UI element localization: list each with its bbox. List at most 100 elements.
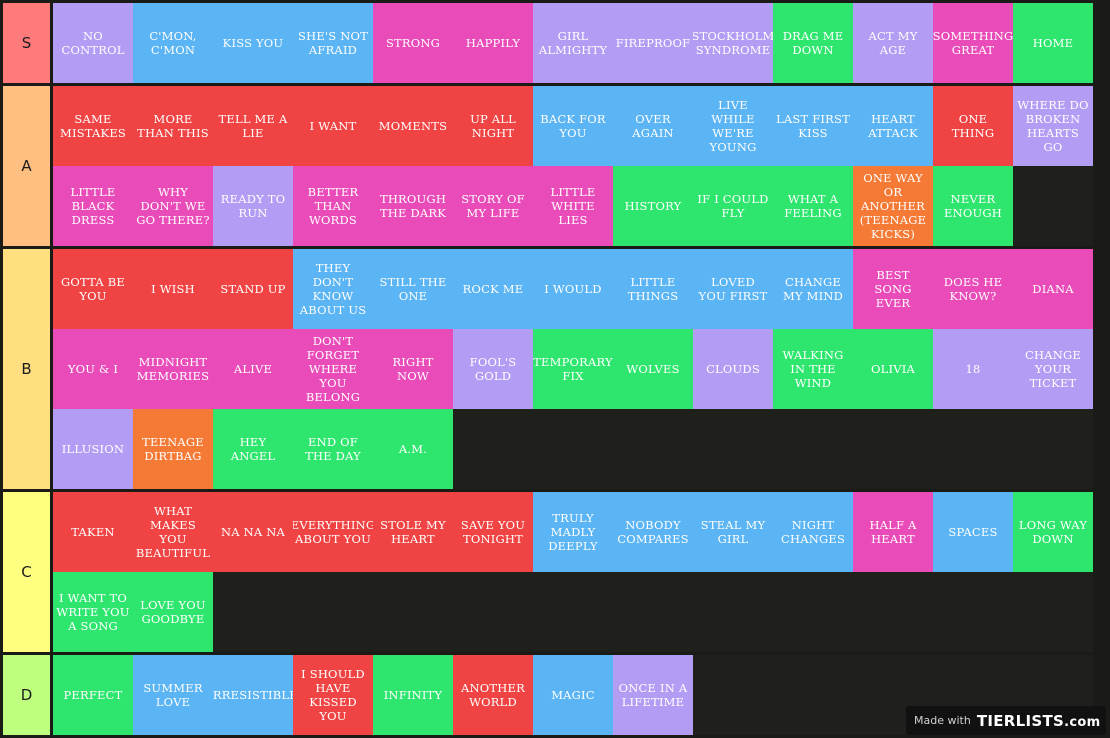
- tier-item[interactable]: I WANT TO WRITE YOU A SONG: [53, 572, 133, 652]
- tier-item[interactable]: THEY DON'T KNOW ABOUT US: [293, 249, 373, 329]
- tier-item[interactable]: GOTTA BE YOU: [53, 249, 133, 329]
- tier-item[interactable]: STRONG: [373, 3, 453, 83]
- tier-item[interactable]: ACT MY AGE: [853, 3, 933, 83]
- tier-item[interactable]: IRRESISTIBLE: [213, 655, 293, 735]
- tier-item[interactable]: ALIVE: [213, 329, 293, 409]
- tier-item[interactable]: THROUGH THE DARK: [373, 166, 453, 246]
- tier-item[interactable]: TELL ME A LIE: [213, 86, 293, 166]
- tier-item[interactable]: INFINITY: [373, 655, 453, 735]
- tier-item[interactable]: C'MON, C'MON: [133, 3, 213, 83]
- tier-item[interactable]: I SHOULD HAVE KISSED YOU: [293, 655, 373, 735]
- tier-item[interactable]: TEENAGE DIRTBAG: [133, 409, 213, 489]
- tier-item[interactable]: WOLVES: [613, 329, 693, 409]
- tier-item[interactable]: I WANT: [293, 86, 373, 166]
- tier-item[interactable]: STOLE MY HEART: [373, 492, 453, 572]
- tier-item[interactable]: ILLUSION: [53, 409, 133, 489]
- tier-item[interactable]: CHANGE YOUR TICKET: [1013, 329, 1093, 409]
- tier-item[interactable]: NOBODY COMPARES: [613, 492, 693, 572]
- tier-item[interactable]: STAND UP: [213, 249, 293, 329]
- tier-label-s[interactable]: S: [3, 3, 50, 83]
- tier-item[interactable]: ONCE IN A LIFETIME: [613, 655, 693, 735]
- tier-item[interactable]: WHERE DO BROKEN HEARTS GO: [1013, 86, 1093, 166]
- tier-label-c[interactable]: C: [3, 492, 50, 652]
- tier-item[interactable]: LITTLE THINGS: [613, 249, 693, 329]
- tier-item[interactable]: SAME MISTAKES: [53, 86, 133, 166]
- tier-item[interactable]: SOMETHING GREAT: [933, 3, 1013, 83]
- tier-item[interactable]: FOOL'S GOLD: [453, 329, 533, 409]
- tier-item[interactable]: SUMMER LOVE: [133, 655, 213, 735]
- tier-item[interactable]: HOME: [1013, 3, 1093, 83]
- tier-item[interactable]: HEY ANGEL: [213, 409, 293, 489]
- tier-item[interactable]: LITTLE WHITE LIES: [533, 166, 613, 246]
- tier-item[interactable]: READY TO RUN: [213, 166, 293, 246]
- tier-item[interactable]: SHE'S NOT AFRAID: [293, 3, 373, 83]
- tier-item[interactable]: ONE THING: [933, 86, 1013, 166]
- tier-item[interactable]: SAVE YOU TONIGHT: [453, 492, 533, 572]
- tier-item[interactable]: LOVED YOU FIRST: [693, 249, 773, 329]
- tier-item[interactable]: PERFECT: [53, 655, 133, 735]
- tier-item[interactable]: YOU & I: [53, 329, 133, 409]
- tier-item[interactable]: CHANGE MY MIND: [773, 249, 853, 329]
- tier-item[interactable]: HEART ATTACK: [853, 86, 933, 166]
- tier-item[interactable]: STILL THE ONE: [373, 249, 453, 329]
- tier-item[interactable]: SPACES: [933, 492, 1013, 572]
- tier-label-d[interactable]: D: [3, 655, 50, 735]
- tier-item[interactable]: OVER AGAIN: [613, 86, 693, 166]
- tier-item[interactable]: HAPPILY: [453, 3, 533, 83]
- tier-item[interactable]: DIANA: [1013, 249, 1093, 329]
- tier-item[interactable]: TAKEN: [53, 492, 133, 572]
- tier-item[interactable]: I WISH: [133, 249, 213, 329]
- tier-item[interactable]: WHAT MAKES YOU BEAUTIFUL: [133, 492, 213, 572]
- tier-label-text: B: [21, 360, 32, 378]
- tier-item[interactable]: STOCKHOLM SYNDROME: [693, 3, 773, 83]
- tier-item[interactable]: 18: [933, 329, 1013, 409]
- tier-item[interactable]: OLIVIA: [853, 329, 933, 409]
- made-with-badge[interactable]: Made with TIERLISTS.com: [906, 706, 1106, 735]
- tier-item[interactable]: WHY DON'T WE GO THERE?: [133, 166, 213, 246]
- tier-item[interactable]: NEVER ENOUGH: [933, 166, 1013, 246]
- tier-item[interactable]: WALKING IN THE WIND: [773, 329, 853, 409]
- tier-item[interactable]: UP ALL NIGHT: [453, 86, 533, 166]
- tier-item[interactable]: ONE WAY OR ANOTHER (TEENAGE KICKS): [853, 166, 933, 246]
- tier-item[interactable]: WHAT A FEELING: [773, 166, 853, 246]
- tier-item[interactable]: END OF THE DAY: [293, 409, 373, 489]
- tier-item[interactable]: DON'T FORGET WHERE YOU BELONG: [293, 329, 373, 409]
- tier-item[interactable]: KISS YOU: [213, 3, 293, 83]
- tier-item[interactable]: A.M.: [373, 409, 453, 489]
- tier-item[interactable]: FIREPROOF: [613, 3, 693, 83]
- tier-item[interactable]: MIDNIGHT MEMORIES: [133, 329, 213, 409]
- tier-item[interactable]: ANOTHER WORLD: [453, 655, 533, 735]
- tier-item[interactable]: I WOULD: [533, 249, 613, 329]
- tier-item[interactable]: MORE THAN THIS: [133, 86, 213, 166]
- tier-item[interactable]: LAST FIRST KISS: [773, 86, 853, 166]
- tier-item[interactable]: DRAG ME DOWN: [773, 3, 853, 83]
- tier-item[interactable]: NIGHT CHANGES: [773, 492, 853, 572]
- tier-label-b[interactable]: B: [3, 249, 50, 489]
- tier-label-a[interactable]: A: [3, 86, 50, 246]
- tier-item[interactable]: STORY OF MY LIFE: [453, 166, 533, 246]
- tier-item[interactable]: NO CONTROL: [53, 3, 133, 83]
- tier-item[interactable]: CLOUDS: [693, 329, 773, 409]
- tier-item[interactable]: HISTORY: [613, 166, 693, 246]
- tier-item[interactable]: DOES HE KNOW?: [933, 249, 1013, 329]
- tier-item[interactable]: BEST SONG EVER: [853, 249, 933, 329]
- tier-item[interactable]: BETTER THAN WORDS: [293, 166, 373, 246]
- tier-item[interactable]: LITTLE BLACK DRESS: [53, 166, 133, 246]
- tier-item[interactable]: IF I COULD FLY: [693, 166, 773, 246]
- tier-item[interactable]: LONG WAY DOWN: [1013, 492, 1093, 572]
- tier-item[interactable]: STEAL MY GIRL: [693, 492, 773, 572]
- tier-item[interactable]: MAGIC: [533, 655, 613, 735]
- tier-item[interactable]: LIVE WHILE WE'RE YOUNG: [693, 86, 773, 166]
- tier-item[interactable]: EVERYTHING ABOUT YOU: [293, 492, 373, 572]
- tier-item[interactable]: GIRL ALMIGHTY: [533, 3, 613, 83]
- tier-item[interactable]: LOVE YOU GOODBYE: [133, 572, 213, 652]
- tier-item[interactable]: NA NA NA: [213, 492, 293, 572]
- tier-item[interactable]: ROCK ME: [453, 249, 533, 329]
- tier-item[interactable]: RIGHT NOW: [373, 329, 453, 409]
- tier-item[interactable]: BACK FOR YOU: [533, 86, 613, 166]
- tier-item[interactable]: MOMENTS: [373, 86, 453, 166]
- tier-item[interactable]: HALF A HEART: [853, 492, 933, 572]
- tier-item[interactable]: TRULY MADLY DEEPLY: [533, 492, 613, 572]
- tier-item[interactable]: TEMPORARY FIX: [533, 329, 613, 409]
